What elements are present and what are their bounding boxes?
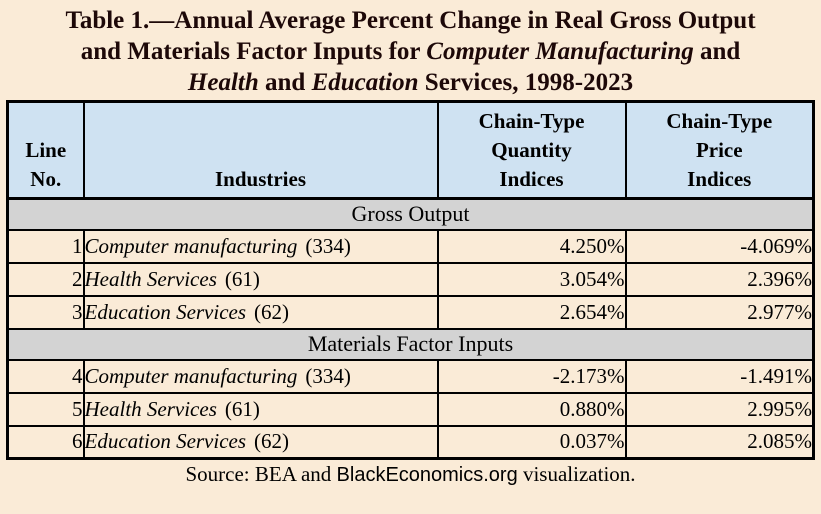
source-text: visualization.	[517, 462, 636, 486]
industry-name: Health Services	[84, 396, 217, 421]
industry-cell: Education Services (62)	[82, 424, 439, 460]
price-index-cell: -1.491%	[624, 358, 815, 394]
quantity-index-cell: 2.654%	[436, 294, 627, 330]
industry-cell: Health Services (61)	[82, 391, 439, 427]
line-number-cell: 2	[6, 261, 85, 297]
quantity-index-cell: 0.880%	[436, 391, 627, 427]
column-header-price-indices: Chain-Type Price Indices	[624, 100, 815, 200]
industry-code: (334)	[305, 233, 351, 258]
line-number-cell: 5	[6, 391, 85, 427]
industry-name: Education Services	[84, 429, 247, 454]
quantity-index-cell: 0.037%	[436, 424, 627, 460]
line-number-cell: 1	[6, 228, 85, 264]
industry-cell: Health Services (61)	[82, 261, 439, 297]
title-line-2: and Materials Factor Inputs for Computer…	[0, 36, 821, 67]
price-index-cell: 2.995%	[624, 391, 815, 427]
table-row-2: 2 Health Services (61) 3.054% 2.396%	[6, 261, 815, 297]
industry-code: (61)	[224, 266, 260, 291]
column-header-line-no-label: Line No.	[25, 138, 67, 191]
section-header-label: Gross Output	[6, 197, 815, 231]
price-index-cell: 2.977%	[624, 294, 815, 330]
column-header-quantity-indices: Chain-Type Quantity Indices	[436, 100, 627, 200]
industry-cell: Computer manufacturing (334)	[82, 358, 439, 394]
table-row-4: 4 Computer manufacturing (334) -2.173% -1…	[6, 358, 815, 394]
title-text: and	[693, 38, 741, 65]
industry-code: (62)	[254, 299, 290, 324]
industry-name: Health Services	[84, 266, 217, 291]
title-line-3: Health and Education Services, 1998-2023	[0, 67, 821, 98]
line-number-cell: 4	[6, 358, 85, 394]
title-text-italic: Health	[187, 69, 259, 96]
table-row-5: 5 Health Services (61) 0.880% 2.995%	[6, 391, 815, 427]
industry-code: (62)	[254, 429, 290, 454]
line-number-cell: 6	[6, 424, 85, 460]
section-header-label: Materials Factor Inputs	[6, 327, 815, 361]
industry-cell: Education Services (62)	[82, 294, 439, 330]
section-header-gross-output: Gross Output	[6, 197, 815, 231]
column-header-industries-label: Industries	[214, 167, 307, 191]
column-header-price-indices-label: Chain-Type Price Indices	[666, 109, 773, 191]
industry-name: Computer manufacturing	[84, 363, 298, 388]
industry-code: (334)	[305, 363, 351, 388]
title-text-italic: Education	[311, 69, 419, 96]
source-note: Source: BEA and BlackEconomics.org visua…	[0, 462, 821, 487]
column-header-quantity-indices-label: Chain-Type Quantity Indices	[478, 109, 585, 191]
price-index-cell: -4.069%	[624, 228, 815, 264]
title-text: Services, 1998-2023	[418, 69, 634, 96]
quantity-index-cell: -2.173%	[436, 358, 627, 394]
title-text: and Materials Factor Inputs for	[80, 38, 427, 65]
table-row-3: 3 Education Services (62) 2.654% 2.977%	[6, 294, 815, 330]
title-text-italic: Computer Manufacturing	[426, 38, 694, 65]
industry-code: (61)	[224, 396, 260, 421]
table-row-6: 6 Education Services (62) 0.037% 2.085%	[6, 424, 815, 460]
quantity-index-cell: 4.250%	[436, 228, 627, 264]
column-header-industries: Industries	[82, 100, 439, 200]
table-row-1: 1 Computer manufacturing (334) 4.250% -4.…	[6, 228, 815, 264]
section-header-materials-factor-inputs: Materials Factor Inputs	[6, 327, 815, 361]
price-index-cell: 2.085%	[624, 424, 815, 460]
title-line-1: Table 1.—Annual Average Percent Change i…	[0, 5, 821, 36]
price-index-cell: 2.396%	[624, 261, 815, 297]
industry-cell: Computer manufacturing (334)	[82, 228, 439, 264]
header-row: Line No. Industries Chain-Type Quantity …	[6, 100, 815, 200]
data-table: Line No. Industries Chain-Type Quantity …	[6, 100, 815, 460]
line-number-cell: 3	[6, 294, 85, 330]
source-org-text: BlackEconomics.org	[336, 464, 518, 486]
source-text: Source: BEA and	[185, 462, 337, 486]
industry-name: Computer manufacturing	[84, 233, 298, 258]
table-title: Table 1.—Annual Average Percent Change i…	[0, 0, 821, 98]
quantity-index-cell: 3.054%	[436, 261, 627, 297]
industry-name: Education Services	[84, 299, 247, 324]
column-header-line-no: Line No.	[6, 100, 85, 200]
title-text: and	[258, 69, 312, 96]
title-text: Table 1.—Annual Average Percent Change i…	[65, 7, 756, 34]
